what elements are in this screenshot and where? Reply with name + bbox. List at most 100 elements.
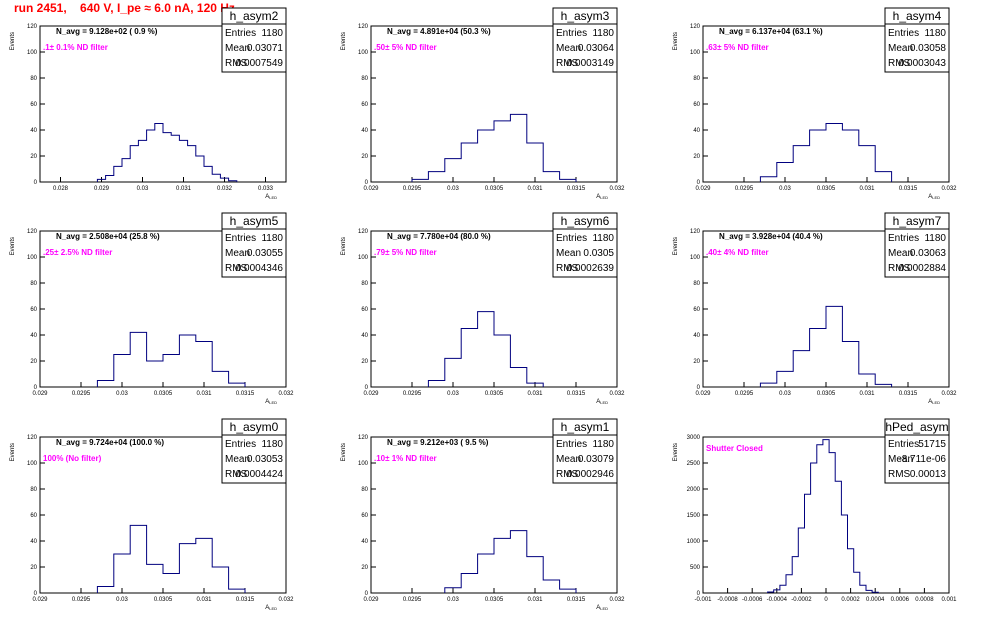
y-tick-label: 60 (30, 513, 37, 519)
x-tick-label: 0.0305 (485, 597, 504, 603)
y-tick-label: 60 (693, 102, 700, 108)
stats-box (221, 228, 287, 278)
histogram-bin (179, 140, 187, 182)
x-tick-label: 0.032 (609, 391, 625, 397)
histogram-bin (875, 172, 891, 182)
stats-key-rms: RMS (225, 469, 248, 480)
stats-key-mean: Mean (888, 43, 913, 54)
navg-label: N_avg = 9.212e+03 ( 9.5 %) (387, 438, 489, 447)
x-tick-label: 0.032 (609, 186, 625, 192)
histogram-name: h_asym0 (230, 420, 279, 434)
histogram-bin (823, 440, 829, 593)
stats-value-mean: 0.03058 (910, 43, 947, 54)
y-tick-label: 40 (361, 539, 368, 545)
y-tick-label: 100 (358, 50, 369, 56)
x-tick-label: 0.0305 (154, 391, 173, 397)
y-tick-label: 40 (361, 333, 368, 339)
y-tick-label: 2000 (687, 487, 701, 493)
x-tick-label: 0.0315 (567, 186, 586, 192)
histogram-bin (163, 133, 171, 182)
histogram-bin (478, 130, 494, 182)
y-axis-title: Events (341, 237, 347, 255)
y-tick-label: 0 (365, 591, 369, 597)
histogram-bin (826, 124, 842, 183)
x-tick-label: 0.031 (527, 186, 543, 192)
x-tick-label: -0.0008 (717, 597, 738, 603)
histogram-bin (804, 494, 810, 593)
navg-label: N_avg = 9.128e+02 ( 0.9 %) (56, 27, 158, 36)
x-tick-label: 0.0315 (567, 597, 586, 603)
x-tick-label: 0 (824, 597, 828, 603)
x-tick-label: 0.0295 (72, 391, 91, 397)
histogram-name: hPed_asym (885, 420, 948, 434)
stats-value-rms: 0.00013 (910, 469, 947, 480)
stats-key-mean: Mean (225, 43, 250, 54)
stats-key-mean: Mean (888, 454, 913, 465)
x-tick-label: 0.029 (695, 186, 711, 192)
histogram-bin (97, 381, 113, 388)
x-tick-label: 0.0295 (735, 186, 754, 192)
filter-label: .1± 0.1% ND filter (43, 43, 108, 52)
y-tick-label: 0 (34, 385, 38, 391)
stats-box (884, 23, 950, 73)
histogram-bin (860, 585, 866, 593)
y-tick-label: 0 (697, 385, 701, 391)
x-tick-label: 0.032 (217, 186, 233, 192)
filter-label: .50± 5% ND filter (374, 43, 437, 52)
y-tick-label: 80 (361, 281, 368, 287)
x-tick-label: 0.0295 (72, 597, 91, 603)
y-tick-label: 120 (690, 24, 701, 30)
histogram-panel-h_asym2: 0.028 0.029 0.03 0.031 0.032 0.033 0 20 40 60 80 10… (10, 7, 287, 200)
stats-key-entries: Entries (225, 28, 256, 39)
y-axis-title: Events (10, 32, 16, 50)
histogram-bin (810, 329, 826, 388)
histogram-bin (204, 166, 212, 182)
y-axis-title: Events (673, 32, 679, 50)
histogram-bin (793, 146, 809, 182)
histogram-panel-h_asym3: 0.029 0.0295 0.03 0.0305 0.031 0.0315 0.032 0 20… (341, 7, 625, 200)
x-tick-label: 0.031 (176, 186, 192, 192)
stats-value-rms: 0.0002884 (899, 263, 947, 274)
histogram-bin (817, 445, 823, 593)
y-tick-label: 20 (361, 359, 368, 365)
x-tick-label: 0.03 (137, 186, 149, 192)
histogram-bin (130, 332, 146, 387)
histogram-name: h_asym7 (893, 214, 942, 228)
stats-key-entries: Entries (556, 233, 587, 244)
stats-value-mean: 0.03063 (910, 248, 947, 259)
x-tick-label: 0.0305 (817, 186, 836, 192)
y-tick-label: 3000 (687, 435, 701, 441)
stats-value-entries: 1180 (924, 233, 946, 244)
histogram-bin (810, 130, 826, 182)
histogram-bin (859, 146, 875, 182)
x-tick-label: 0.032 (278, 597, 294, 603)
stats-key-mean: Mean (225, 248, 250, 259)
y-tick-label: 0 (34, 180, 38, 186)
x-tick-label: 0.0305 (485, 391, 504, 397)
x-tick-label: 0.031 (859, 391, 875, 397)
filter-label: .79± 5% ND filter (374, 248, 437, 257)
histogram-bin (842, 130, 858, 182)
stats-box (552, 228, 618, 278)
stats-key-entries: Entries (888, 233, 919, 244)
stats-box (552, 434, 618, 484)
y-tick-label: 80 (30, 281, 37, 287)
y-axis-title: Events (673, 237, 679, 255)
x-axis-subscript: LED (269, 606, 277, 611)
y-tick-label: 120 (27, 24, 38, 30)
stats-value-rms: 0.0004424 (236, 469, 284, 480)
x-tick-label: 0.0315 (236, 391, 255, 397)
y-tick-label: 60 (693, 307, 700, 313)
histogram-bin (793, 351, 809, 387)
stats-value-mean: -8.711e-06 (898, 454, 946, 465)
x-tick-label: 0.0295 (403, 186, 422, 192)
x-axis-subscript: LED (600, 400, 608, 405)
x-tick-label: 0.028 (53, 186, 69, 192)
histogram-bin (229, 589, 245, 593)
stats-value-rms: 0.0003149 (567, 58, 615, 69)
stats-value-entries: 1180 (592, 233, 614, 244)
x-tick-label: 0.029 (363, 391, 379, 397)
x-tick-label: -0.0006 (742, 597, 763, 603)
x-axis-subscript: LED (932, 195, 940, 200)
